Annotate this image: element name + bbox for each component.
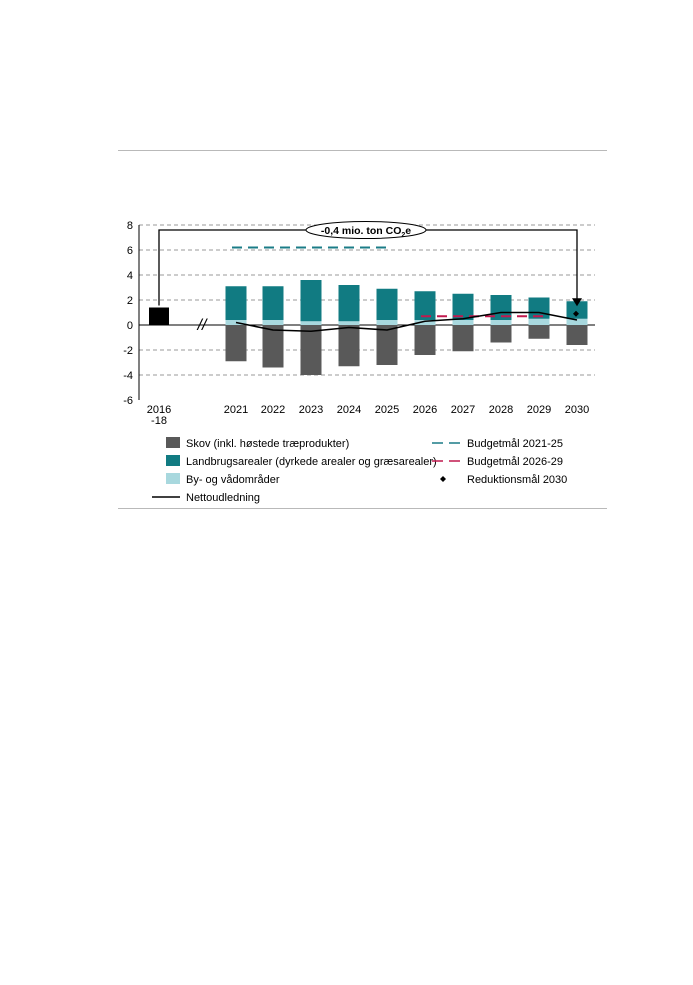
legend-budget-2026-29-label: Budgetmål 2026-29 (467, 456, 563, 468)
legend-skov-swatch (166, 437, 180, 448)
netto-line (235, 311, 578, 333)
top-rule (118, 150, 607, 151)
annotation-arrowhead (572, 298, 582, 307)
x-tick-label: 2030 (565, 404, 589, 416)
bar-skov (376, 325, 398, 365)
bar-landbrug (338, 285, 360, 322)
x-tick-label: 2021 (224, 404, 248, 416)
y-tick-label: 0 (127, 320, 133, 332)
bar-by (262, 320, 284, 325)
bar-by (566, 318, 588, 325)
bar-skov (225, 325, 247, 362)
bar-skov (300, 325, 322, 375)
bar-by (528, 318, 550, 325)
axes: 8 6 4 2 0 -2 -4 -6 2016-18 2021 2022 2023 2024 2025 20… (123, 220, 589, 427)
bar-skov (452, 325, 474, 352)
legend-budget-2021-25-label: Budgetmål 2021-25 (467, 438, 563, 450)
legend-by-label: By- og vådområder (186, 474, 280, 486)
annotation: -0,4 mio. ton CO2e (158, 221, 582, 307)
bar-landbrug (566, 301, 588, 319)
bar-by (414, 320, 436, 325)
y-tick-label: -6 (123, 395, 133, 407)
lines (232, 246, 579, 333)
x-tick-label: 2024 (337, 404, 361, 416)
y-tick-label: 8 (127, 220, 133, 232)
bar-landbrug (414, 291, 436, 320)
legend-landbrug-label: Landbrugsarealer (dyrkede arealer og græ… (186, 456, 437, 468)
axis-break: // (197, 317, 208, 334)
x-tick-label: -18 (151, 415, 167, 427)
bar-landbrug (300, 280, 322, 322)
bar-skov (490, 325, 512, 343)
bars (149, 280, 588, 375)
bar-skov (528, 325, 550, 339)
annotation-label: -0,4 mio. ton CO2e (321, 225, 411, 239)
bar-landbrug (452, 293, 474, 320)
target-2030-marker (573, 310, 579, 317)
y-tick-label: -2 (123, 345, 133, 357)
bar-by (300, 321, 322, 325)
x-tick-label: 2016 (147, 404, 171, 416)
x-tick-label: 2022 (261, 404, 285, 416)
bar-skov (414, 325, 436, 355)
x-tick-label: 2029 (527, 404, 551, 416)
x-tick-label: 2027 (451, 404, 475, 416)
x-tick-label: 2023 (299, 404, 323, 416)
legend-target-2030-swatch (440, 476, 446, 482)
baseline-bar (149, 307, 169, 325)
bar-landbrug (376, 288, 398, 320)
annotation-bracket (158, 229, 578, 306)
legend-target-2030-label: Reduktionsmål 2030 (467, 474, 567, 486)
bar-skov (338, 325, 360, 367)
legend-netto-label: Nettoudledning (186, 492, 260, 504)
bar-skov (566, 325, 588, 345)
legend: Skov (inkl. høstede træprodukter) Landbru… (152, 437, 567, 504)
y-tick-label: 4 (127, 270, 133, 282)
bar-by (338, 321, 360, 325)
x-tick-label: 2025 (375, 404, 399, 416)
bar-by (490, 320, 512, 325)
x-tick-label: 2026 (413, 404, 437, 416)
legend-landbrug-swatch (166, 455, 180, 466)
bar-by (376, 320, 398, 325)
bar-landbrug (262, 286, 284, 320)
bottom-rule (118, 508, 607, 509)
annotation-ellipse (305, 221, 427, 239)
y-tick-label: 6 (127, 245, 133, 257)
bar-skov (262, 325, 284, 368)
legend-by-swatch (166, 473, 180, 484)
x-tick-label: 2028 (489, 404, 513, 416)
legend-skov-label: Skov (inkl. høstede træprodukter) (186, 438, 349, 450)
y-tick-label: -4 (123, 370, 133, 382)
bar-by (452, 320, 474, 325)
bar-landbrug (225, 286, 247, 320)
y-tick-label: 2 (127, 295, 133, 307)
